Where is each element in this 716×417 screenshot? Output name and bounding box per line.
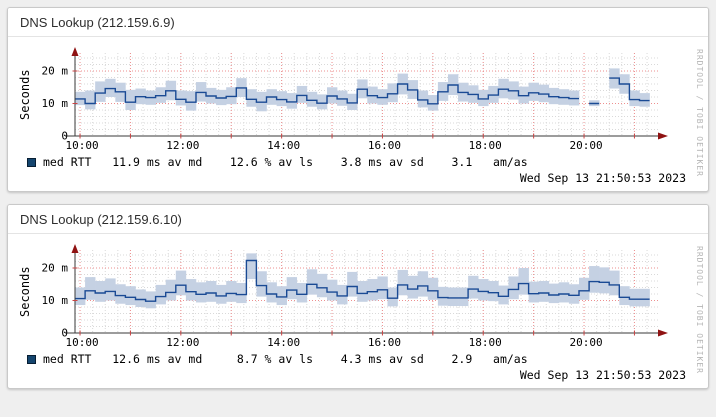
y-tick-label: 10 m [42,294,69,307]
x-tick-label: 12:00 [166,336,199,349]
rrdtool-watermark: RRDTOOL / TOBI OETIKER [695,49,704,177]
x-tick-label: 12:00 [166,139,199,152]
legend-text: med RTT 12.6 ms av md 8.7 % av ls 4.3 ms… [43,352,528,366]
x-tick-label: 10:00 [65,139,98,152]
median-legend-swatch [27,355,36,364]
y-tick-label: 20 m [42,262,69,275]
x-tick-label: 10:00 [65,336,98,349]
x-tick-label: 14:00 [267,336,300,349]
rrd-graph: 20 m 10 m 010:00 12:00 14:00 16:00 18:00 20:00 [42,244,668,350]
y-tick-label: 0 [61,130,68,143]
y-axis-label: Seconds [18,69,32,121]
card-title: DNS Lookup (212.159.6.9) [8,8,708,37]
x-tick-label: 20:00 [569,336,602,349]
y-tick-label: 20 m [42,65,69,78]
x-tick-label: 14:00 [267,139,300,152]
axes [65,47,668,140]
median-line [75,259,650,302]
axis-labels: 20 m 10 m 010:00 12:00 14:00 16:00 18:00 20:00 [42,262,603,350]
dns-lookup-card-1: DNS Lookup (212.159.6.9) 20 m 10 m 0 10:00 1… [7,7,709,192]
legend-text: med RTT 11.9 ms av md 12.6 % av ls 3.8 m… [43,155,528,169]
median-legend-swatch [27,158,36,167]
rrd-graph: 20 m 10 m 010:00 12:00 14:00 16:00 18:00 20:00 [42,47,668,153]
graph-timestamp: Wed Sep 13 21:50:53 2023 [519,171,686,185]
grid [75,53,660,136]
y-axis-arrow-icon [71,47,79,56]
y-tick-label: 10 m [42,97,69,110]
x-tick-label: 16:00 [368,336,401,349]
graph-legend: med RTT 11.9 ms av md 12.6 % av ls 3.8 m… [27,155,528,169]
x-tick-label: 18:00 [469,139,502,152]
y-tick-label: 0 [61,327,68,340]
rrd-graph-link[interactable]: 20 m 10 m 0 10:00 12:00 14:00 16:00 18:00 20:00 … [8,236,708,388]
grid [75,250,660,333]
x-axis-arrow-icon [658,132,668,140]
graph-legend: med RTT 12.6 ms av md 8.7 % av ls 4.3 ms… [27,352,528,366]
x-tick-label: 18:00 [469,336,502,349]
x-tick-label: 16:00 [368,139,401,152]
dns-lookup-card-2: DNS Lookup (212.159.6.10) 20 m 10 m 0 10:00… [7,204,709,389]
axes [65,244,668,337]
rrd-graph-link[interactable]: 20 m 10 m 0 10:00 12:00 14:00 16:00 18:00 20:00 … [8,39,708,191]
y-axis-label: Seconds [18,266,32,318]
x-tick-label: 20:00 [569,139,602,152]
graph-timestamp: Wed Sep 13 21:50:53 2023 [519,368,686,382]
rrdtool-watermark: RRDTOOL / TOBI OETIKER [695,246,704,374]
card-title: DNS Lookup (212.159.6.10) [8,205,708,234]
smoke-band [75,253,650,309]
y-axis-arrow-icon [71,244,79,253]
x-axis-arrow-icon [658,329,668,337]
axis-labels: 20 m 10 m 010:00 12:00 14:00 16:00 18:00 20:00 [42,65,603,153]
median-line [75,77,650,105]
